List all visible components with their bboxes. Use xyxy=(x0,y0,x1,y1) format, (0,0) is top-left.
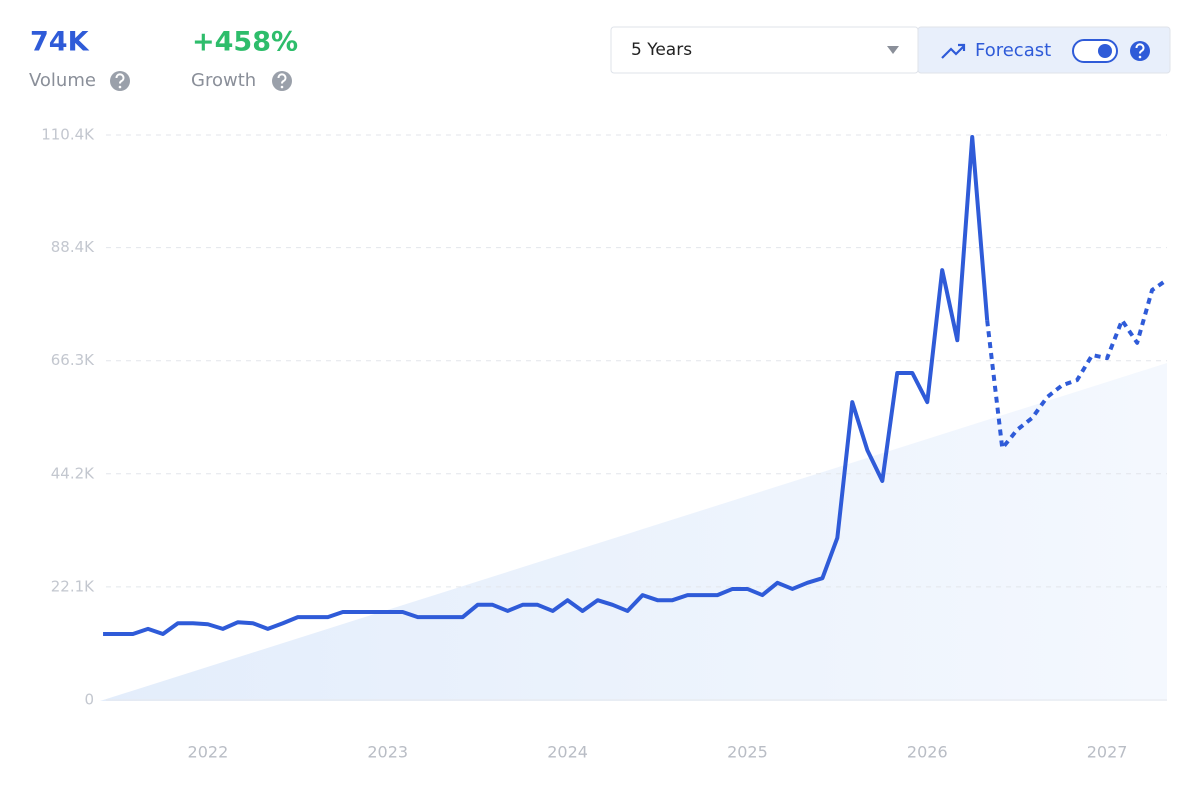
forecast-toggle[interactable]: Forecast xyxy=(917,26,1171,74)
range-value: 5 Years xyxy=(631,40,692,60)
y-tick-label: 0 xyxy=(84,691,94,709)
volume-value: 74K xyxy=(30,27,90,58)
range-dropdown[interactable]: 5 Years xyxy=(610,26,919,74)
trend-line xyxy=(103,135,990,636)
x-tick-label: 2022 xyxy=(188,743,229,762)
y-tick-label: 22.1K xyxy=(51,577,95,595)
y-tick-label: 110.4K xyxy=(41,126,95,144)
x-tick-label: 2023 xyxy=(367,743,408,762)
x-tick-label: 2027 xyxy=(1087,743,1128,762)
forecast-line xyxy=(985,278,1169,451)
growth-label: Growth xyxy=(191,70,256,91)
trend-area xyxy=(100,363,1167,701)
forecast-label: Forecast xyxy=(975,40,1051,61)
growth-value: +458% xyxy=(192,27,298,58)
x-tick-label: 2025 xyxy=(727,743,768,762)
help-icon[interactable] xyxy=(272,71,292,91)
y-tick-label: 88.4K xyxy=(51,238,95,256)
help-icon[interactable] xyxy=(110,71,130,91)
volume-label: Volume xyxy=(29,70,96,91)
plot: 0 22.1K 44.2K 66.3K 88.4K 110.4K 2022 2023 2024 2… xyxy=(41,126,1169,762)
y-tick-label: 44.2K xyxy=(51,464,95,482)
x-tick-label: 2024 xyxy=(547,743,588,762)
x-tick-label: 2026 xyxy=(907,743,948,762)
y-tick-label: 66.3K xyxy=(51,351,95,369)
